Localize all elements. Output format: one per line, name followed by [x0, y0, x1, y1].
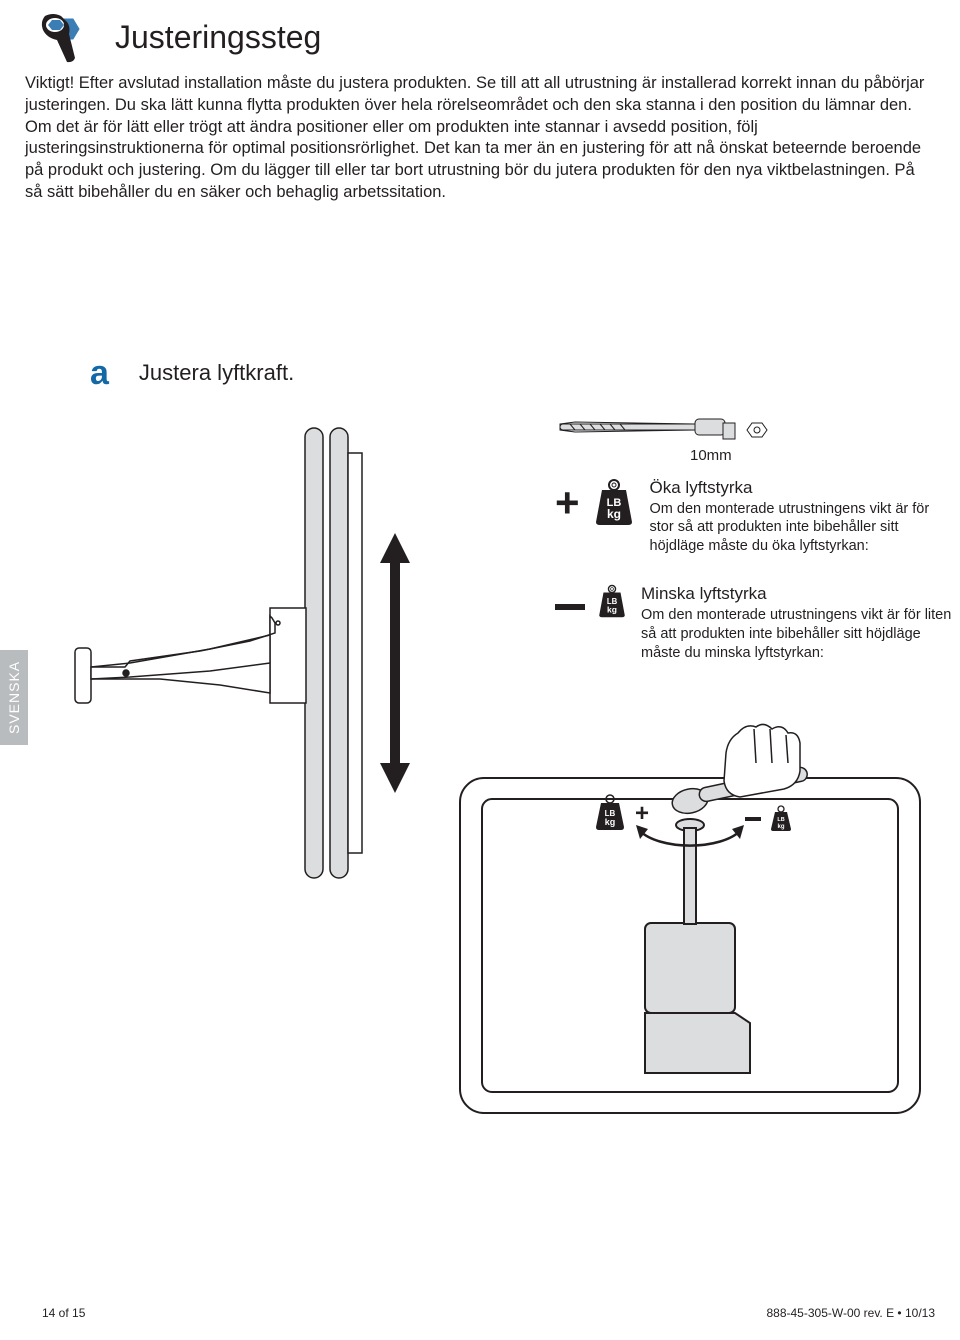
svg-text:+: + [635, 800, 649, 827]
wrench-hex-icon [25, 10, 105, 65]
step-title: Justera lyftkraft. [139, 360, 294, 386]
svg-text:LB: LB [777, 817, 784, 823]
increase-title: Öka lyftstyrka [650, 478, 955, 498]
page-number: 14 of 15 [42, 1306, 85, 1320]
plus-icon: + [555, 482, 580, 524]
header-row: Justeringssteg [25, 10, 935, 65]
language-tab: SVENSKA [0, 650, 28, 745]
decrease-title: Minska lyftstyrka [641, 584, 955, 604]
svg-text:kg: kg [605, 817, 616, 827]
socket-wrench-icon [555, 413, 775, 443]
decrease-body: Om den monterade utrustningens vikt är f… [641, 606, 955, 663]
step-letter: a [90, 354, 109, 393]
svg-text:kg: kg [607, 604, 617, 614]
page-title: Justeringssteg [115, 19, 321, 56]
tool-size-label: 10mm [690, 447, 955, 464]
decrease-row: LB kg Minska lyftstyrka Om den monterade… [555, 584, 955, 663]
diagram-area: 10mm + LB kg Öka lyftstyrka Om den monte… [25, 413, 935, 1133]
increase-body: Om den monterade utrustningens vikt är f… [650, 500, 955, 557]
svg-text:kg: kg [777, 824, 784, 830]
increase-row: + LB kg Öka lyftstyrka Om den monterade … [555, 478, 955, 557]
weight-large-icon: LB kg [590, 478, 638, 526]
intro-paragraph: Viktigt! Efter avslutad installation mås… [25, 73, 935, 204]
minus-icon [555, 604, 585, 610]
step-header: a Justera lyftkraft. [90, 354, 935, 393]
tool-info-area: 10mm + LB kg Öka lyftstyrka Om den monte… [555, 413, 955, 663]
mount-side-illustration [70, 423, 410, 893]
back-adjustment-illustration: LB kg + LB kg [440, 723, 940, 1123]
doc-revision: 888-45-305-W-00 rev. E • 10/13 [766, 1306, 935, 1320]
footer: 14 of 15 888-45-305-W-00 rev. E • 10/13 [42, 1306, 935, 1320]
wrench-row [555, 413, 955, 443]
weight-small-icon: LB kg [595, 584, 629, 618]
svg-text:kg: kg [607, 507, 621, 521]
